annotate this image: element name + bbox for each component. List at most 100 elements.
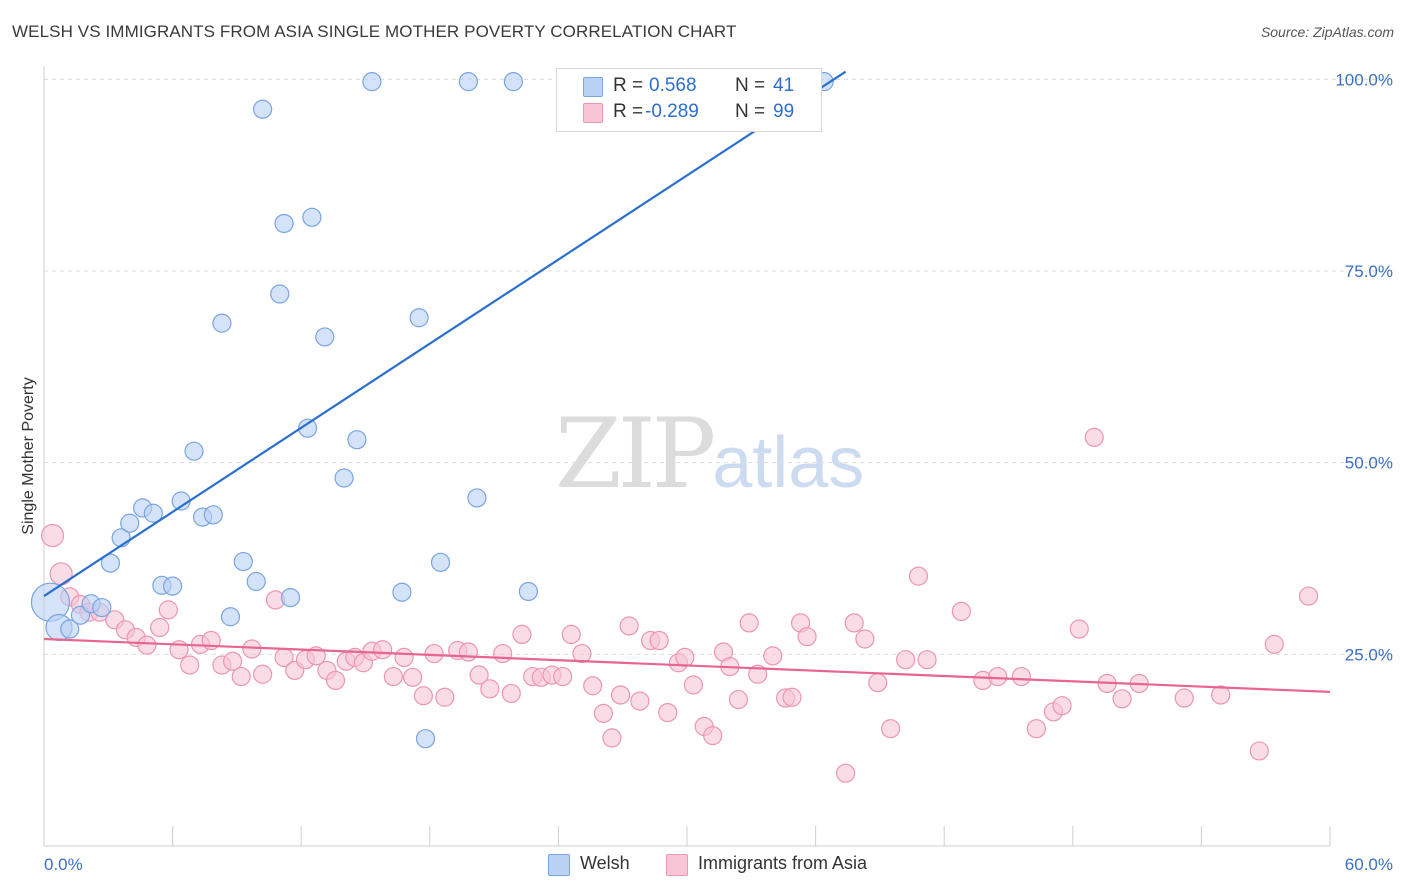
asia-point [739, 613, 759, 633]
asia-point [469, 665, 489, 685]
asia-point [1264, 634, 1284, 654]
welsh-point [467, 488, 487, 508]
asia-point [561, 624, 581, 645]
asia-point [748, 664, 768, 684]
asia-swatch [583, 103, 603, 123]
asia-point [1011, 666, 1031, 687]
x-tick-label-min: 0.0% [44, 855, 83, 874]
asia-points [40, 427, 1319, 783]
asia-point [403, 667, 423, 687]
welsh-r-label: R = [613, 75, 644, 96]
asia-point [703, 725, 723, 746]
welsh-point [203, 505, 223, 525]
asia-point [553, 666, 573, 687]
asia-point [593, 703, 614, 723]
welsh-point [253, 99, 273, 119]
axes [43, 66, 1331, 847]
asia-n-value: 99 [773, 101, 795, 122]
asia-point [480, 679, 500, 699]
asia-point [424, 643, 444, 664]
asia-point [1069, 619, 1089, 639]
asia-point [728, 689, 749, 710]
asia-point [683, 675, 704, 695]
asia-point [1026, 719, 1046, 739]
asia-legend-swatch [666, 854, 688, 876]
welsh-point [362, 72, 382, 92]
asia-point [231, 666, 251, 687]
asia-point [1052, 696, 1072, 716]
welsh-points [30, 72, 834, 749]
welsh-point [302, 207, 322, 227]
welsh-point [409, 308, 429, 328]
asia-point [1249, 741, 1269, 761]
y-tick-label-2: 75.0% [1345, 262, 1393, 281]
legend-row-welsh: R = 0.568 N = 41 [557, 74, 821, 100]
asia-point [1174, 688, 1194, 708]
welsh-point [163, 576, 183, 596]
asia-point [844, 613, 864, 633]
asia-point [1112, 689, 1132, 709]
y-tick-label-3: 100.0% [1335, 70, 1393, 89]
welsh-point [120, 513, 140, 533]
asia-point [223, 651, 243, 671]
asia-r-label: R = [613, 101, 644, 122]
welsh-point [430, 552, 451, 572]
asia-point [383, 666, 403, 687]
asia-point [797, 627, 817, 647]
asia-point [881, 719, 901, 739]
chart-title: WELSH VS IMMIGRANTS FROM ASIA SINGLE MOT… [12, 22, 737, 41]
asia-point [988, 666, 1008, 687]
asia-point [501, 683, 521, 704]
welsh-point [274, 213, 294, 234]
asia-point [1084, 427, 1104, 447]
asia-point [373, 640, 393, 660]
welsh-legend-swatch [548, 854, 570, 876]
asia-point [458, 642, 478, 662]
asia-legend-label: Immigrants from Asia [698, 853, 868, 873]
asia-point [649, 630, 669, 651]
welsh-point [347, 430, 367, 450]
asia-point [855, 629, 875, 649]
asia-point [253, 664, 273, 684]
welsh-point [143, 503, 163, 523]
asia-point [180, 655, 200, 675]
asia-point [435, 687, 455, 707]
welsh-point [92, 597, 112, 618]
asia-n-label: N = [735, 101, 766, 122]
asia-point [40, 523, 65, 548]
asia-point [49, 562, 73, 586]
welsh-point [270, 284, 290, 304]
welsh-point [280, 587, 301, 608]
asia-point [158, 600, 178, 620]
welsh-point [315, 327, 335, 347]
welsh-point [220, 607, 241, 627]
asia-point [413, 686, 433, 706]
welsh-trend-line [43, 70, 847, 597]
y-axis-title: Single Mother Poverty [20, 377, 37, 534]
asia-point [493, 643, 513, 664]
welsh-point [246, 571, 266, 592]
asia-point [137, 635, 157, 655]
x-tick-label-max: 60.0% [1345, 855, 1393, 874]
welsh-point [392, 582, 412, 602]
asia-point [896, 650, 916, 670]
welsh-n-value: 41 [773, 75, 795, 96]
asia-point [836, 763, 856, 783]
asia-point [242, 639, 262, 659]
y-tick-labels: 25.0% 50.0% 75.0% 100.0% [1335, 70, 1393, 664]
welsh-point [458, 72, 478, 92]
asia-point [658, 702, 678, 723]
welsh-point [184, 441, 204, 461]
asia-point [763, 646, 783, 666]
welsh-legend-label: Welsh [580, 853, 630, 873]
asia-trend-line [43, 637, 1331, 693]
welsh-point [298, 418, 318, 438]
asia-r-value: -0.289 [645, 101, 699, 122]
asia-point [572, 643, 592, 664]
asia-point [619, 616, 639, 636]
asia-point [150, 617, 170, 638]
welsh-point [212, 313, 232, 333]
trend-lines [43, 70, 1331, 693]
correlation-legend: R = 0.568 N = 41 R = -0.289 N = 99 [556, 68, 822, 132]
